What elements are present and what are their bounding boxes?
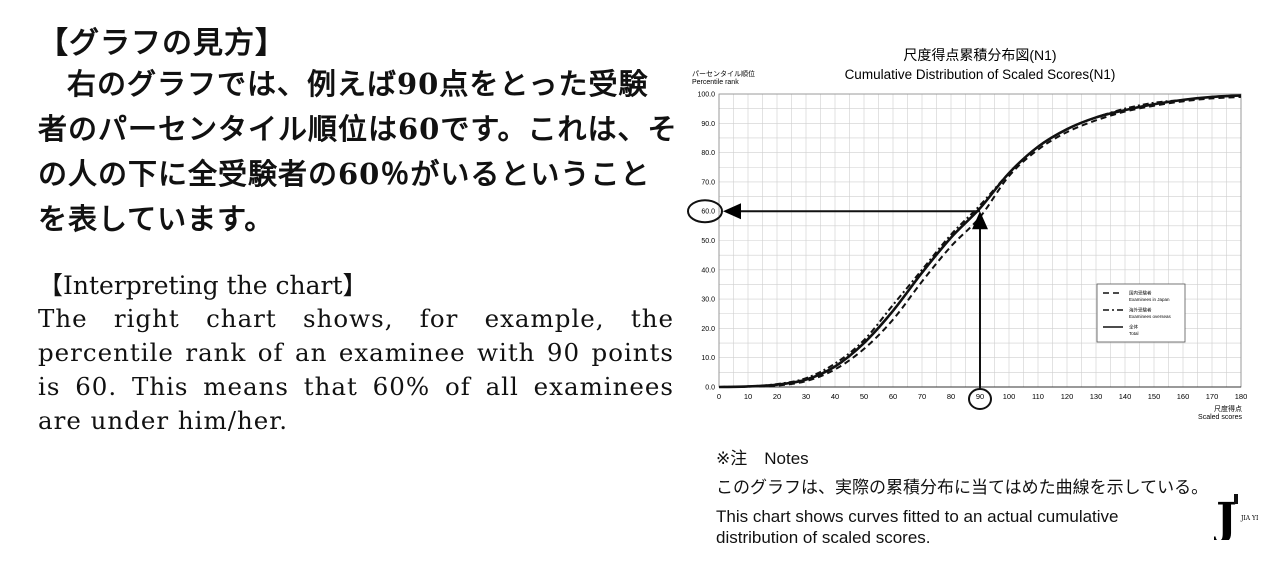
- x-tick-label: 110: [1032, 392, 1044, 401]
- y-axis-label-jp: パーセンタイル順位: [692, 69, 755, 78]
- x-tick-label: 100: [1003, 392, 1016, 401]
- y-tick-label: 90.0: [701, 121, 715, 128]
- x-tick-label: 180: [1235, 392, 1248, 401]
- logo-mark: J: [1214, 494, 1237, 540]
- chart-subtitle: Cumulative Distribution of Scaled Scores…: [845, 67, 1116, 82]
- jp-heading: 【グラフの見方】: [38, 26, 286, 61]
- chart: 尺度得点累積分布図(N1) Cumulative Distribution of…: [680, 40, 1280, 430]
- x-tick-label: 170: [1206, 392, 1219, 401]
- x-tick-label: 60: [889, 392, 897, 401]
- x-tick-label: 30: [802, 392, 810, 401]
- x-axis-label-jp: 尺度得点: [1214, 404, 1242, 413]
- jp-explanation: 右のグラフでは、例えば90点をとった受験者のパーセンタイル順位は60です。これは…: [38, 67, 678, 236]
- y-tick-label: 70.0: [701, 179, 715, 186]
- x-tick-label: 0: [717, 392, 721, 401]
- annotation-left-arrowhead: [723, 203, 741, 220]
- y-tick-label: 10.0: [701, 355, 715, 362]
- annotation-up-arrowhead: [972, 211, 988, 230]
- notes-heading: ※注 Notes: [716, 449, 809, 468]
- y-tick-label: 0.0: [705, 385, 715, 392]
- chart-svg: 尺度得点累積分布図(N1) Cumulative Distribution of…: [687, 47, 1248, 421]
- legend-label-en-2: Total: [1129, 331, 1139, 336]
- y-tick-label: 20.0: [701, 326, 715, 333]
- x-tick-label: 50: [860, 392, 868, 401]
- x-tick-label: 160: [1177, 392, 1190, 401]
- legend-label-en-1: Examinees overseas: [1129, 314, 1172, 319]
- x-tick-label: 10: [744, 392, 752, 401]
- y-axis-label-en: Percentile rank: [692, 79, 739, 86]
- y-tick-label: 100.0: [697, 92, 715, 99]
- legend-label-jp-1: 海外受験者: [1129, 307, 1152, 314]
- logo-text: JIA YI: [1240, 515, 1259, 522]
- series-line-2: [718, 94, 1242, 389]
- y-tick-label: 80.0: [701, 150, 715, 157]
- x-tick-label: 90: [976, 392, 984, 401]
- en-heading: 【Interpreting the chart】: [38, 271, 368, 300]
- x-tick-label: 150: [1148, 392, 1161, 401]
- x-tick-label: 140: [1119, 392, 1132, 401]
- en-explanation: The right chart shows, for example, the …: [38, 304, 674, 435]
- x-axis-label-en: Scaled scores: [1198, 414, 1242, 421]
- x-tick-label: 80: [947, 392, 955, 401]
- legend-box: [1096, 283, 1186, 343]
- series-line-1: [718, 94, 1242, 388]
- jiayi-logo: J JIA YI: [1214, 494, 1259, 540]
- notes: ※注 Notes このグラフは、実際の累積分布に当てはめた曲線を示している。 T…: [716, 444, 1256, 548]
- annotation-x-circle: [968, 388, 992, 410]
- legend-label-jp-2: 全体: [1129, 324, 1138, 331]
- y-tick-label: 40.0: [701, 267, 715, 274]
- x-tick-label: 120: [1061, 392, 1074, 401]
- notes-jp: このグラフは、実際の累積分布に当てはめた曲線を示している。: [716, 478, 1209, 497]
- y-tick-label: 60.0: [701, 209, 715, 216]
- y-tick-label: 30.0: [701, 297, 715, 304]
- y-tick-label: 50.0: [701, 238, 715, 245]
- annotation-y-circle: [687, 199, 723, 224]
- x-tick-label: 130: [1090, 392, 1103, 401]
- legend-label-jp-0: 国内受験者: [1129, 290, 1152, 297]
- x-tick-label: 20: [773, 392, 781, 401]
- x-tick-label: 40: [831, 392, 839, 401]
- legend-label-en-0: Examinees in Japan: [1129, 297, 1170, 302]
- x-tick-label: 70: [918, 392, 926, 401]
- notes-en: This chart shows curves fitted to an act…: [716, 507, 1119, 547]
- chart-title: 尺度得点累積分布図(N1): [903, 47, 1056, 63]
